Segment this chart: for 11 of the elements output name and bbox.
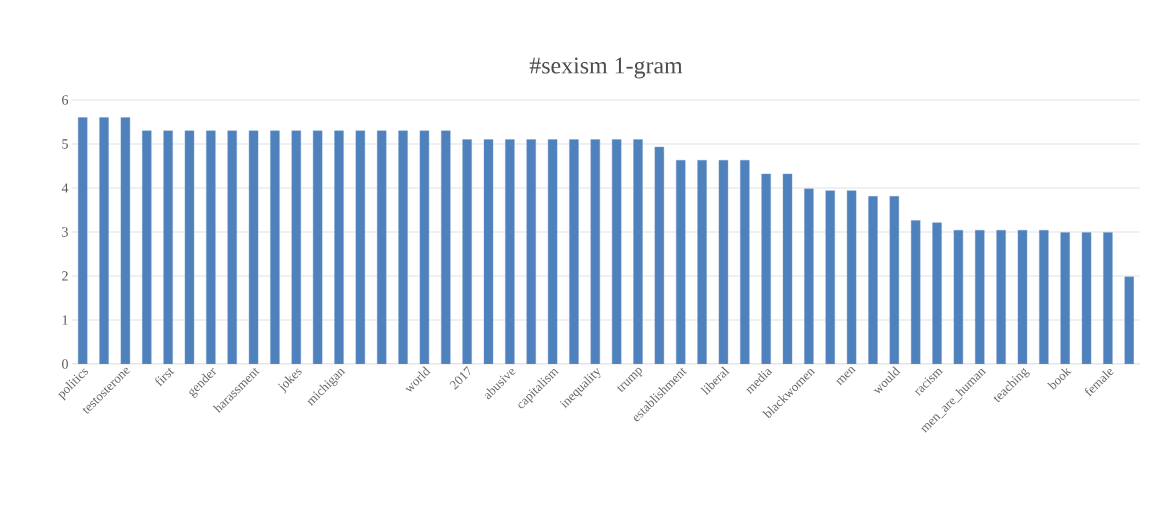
- y-tick-label: 1: [62, 315, 68, 325]
- x-tick-label: book: [1046, 368, 1072, 390]
- y-tick-label: 2: [62, 271, 68, 281]
- y-tick-label: 5: [62, 139, 68, 149]
- chart-title: #sexism 1-gram: [529, 57, 683, 79]
- y-tick-label: 0: [62, 359, 68, 369]
- x-tick-label: first: [155, 368, 175, 387]
- y-tick-label: 4: [61, 183, 69, 193]
- y-tick-label: 3: [62, 227, 68, 237]
- y-tick-label: 6: [62, 95, 69, 105]
- x-tick-label: men: [836, 366, 856, 386]
